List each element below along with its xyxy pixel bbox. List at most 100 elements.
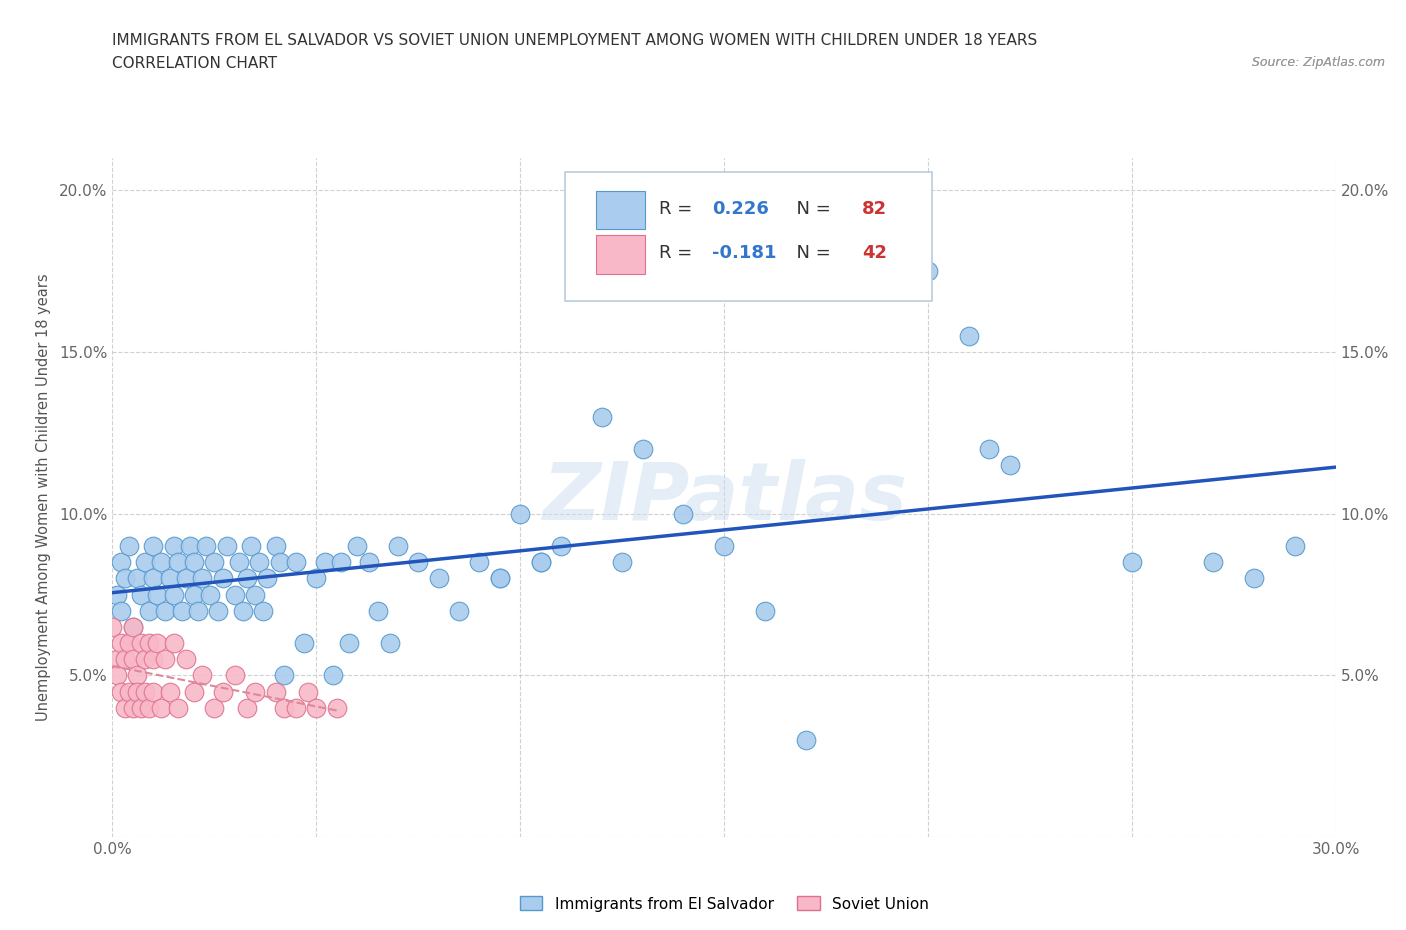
Point — [122, 700, 145, 715]
Point — [346, 538, 368, 553]
Point — [134, 684, 156, 699]
Bar — [596, 235, 644, 273]
Point — [118, 635, 141, 650]
Point — [163, 538, 186, 553]
Point — [256, 571, 278, 586]
Point — [183, 555, 205, 570]
Point — [138, 604, 160, 618]
Point — [447, 604, 470, 618]
Point — [1243, 571, 1265, 586]
Point — [610, 555, 633, 570]
Point — [337, 635, 360, 650]
Point — [284, 700, 308, 715]
Point — [957, 328, 980, 343]
Text: R =: R = — [659, 245, 699, 262]
Point — [264, 538, 287, 553]
Point — [326, 700, 349, 715]
Point — [378, 635, 401, 650]
Point — [191, 571, 214, 586]
Point — [672, 506, 695, 521]
Point — [105, 587, 128, 602]
Point — [273, 700, 295, 715]
Point — [207, 604, 229, 618]
Point — [174, 652, 197, 667]
Point — [211, 571, 233, 586]
Point — [142, 684, 165, 699]
Point — [114, 700, 136, 715]
Point — [122, 619, 145, 634]
Point — [170, 604, 193, 618]
Point — [187, 604, 209, 618]
Text: CORRELATION CHART: CORRELATION CHART — [112, 56, 277, 71]
Text: R =: R = — [659, 200, 699, 218]
Point — [297, 684, 319, 699]
Point — [427, 571, 450, 586]
Text: ZIPatlas: ZIPatlas — [541, 458, 907, 537]
Point — [195, 538, 218, 553]
Text: 0.226: 0.226 — [711, 200, 769, 218]
Point — [134, 555, 156, 570]
Point — [359, 555, 381, 570]
Point — [204, 555, 226, 570]
Point — [232, 604, 254, 618]
Point — [713, 538, 735, 553]
Point — [142, 652, 165, 667]
Point — [163, 635, 186, 650]
Point — [245, 587, 267, 602]
Text: -0.181: -0.181 — [711, 245, 776, 262]
Point — [329, 555, 352, 570]
Point — [292, 635, 315, 650]
Point — [122, 619, 145, 634]
Point — [134, 652, 156, 667]
Point — [146, 635, 169, 650]
Point — [529, 555, 551, 570]
Point — [754, 604, 776, 618]
Point — [155, 652, 177, 667]
Point — [110, 555, 132, 570]
Point — [284, 555, 308, 570]
Point — [105, 652, 128, 667]
Point — [101, 619, 124, 634]
Point — [591, 409, 613, 424]
Point — [183, 587, 205, 602]
Point — [550, 538, 572, 553]
Point — [159, 684, 181, 699]
Point — [204, 700, 226, 715]
Point — [468, 555, 491, 570]
Point — [163, 587, 186, 602]
Point — [114, 652, 136, 667]
Y-axis label: Unemployment Among Women with Children Under 18 years: Unemployment Among Women with Children U… — [37, 273, 51, 722]
Point — [105, 668, 128, 683]
Legend: Immigrants from El Salvador, Soviet Union: Immigrants from El Salvador, Soviet Unio… — [513, 890, 935, 918]
Point — [122, 652, 145, 667]
Point — [215, 538, 238, 553]
Point — [322, 668, 344, 683]
Point — [110, 604, 132, 618]
Point — [387, 538, 409, 553]
Point — [125, 571, 148, 586]
Point — [125, 668, 148, 683]
Point — [125, 684, 148, 699]
Point — [183, 684, 205, 699]
Bar — [596, 192, 644, 230]
Point — [228, 555, 250, 570]
Point — [1202, 555, 1225, 570]
Point — [166, 555, 188, 570]
Point — [200, 587, 222, 602]
Point — [998, 458, 1021, 472]
Point — [835, 264, 858, 279]
Point — [110, 684, 132, 699]
Point — [252, 604, 274, 618]
Point — [305, 700, 328, 715]
Point — [166, 700, 188, 715]
Point — [211, 684, 233, 699]
Point — [129, 700, 152, 715]
Point — [129, 587, 152, 602]
Point — [146, 587, 169, 602]
Point — [408, 555, 430, 570]
Point — [191, 668, 214, 683]
Point — [224, 668, 246, 683]
Point — [489, 571, 512, 586]
Point — [366, 604, 388, 618]
Point — [1284, 538, 1306, 553]
